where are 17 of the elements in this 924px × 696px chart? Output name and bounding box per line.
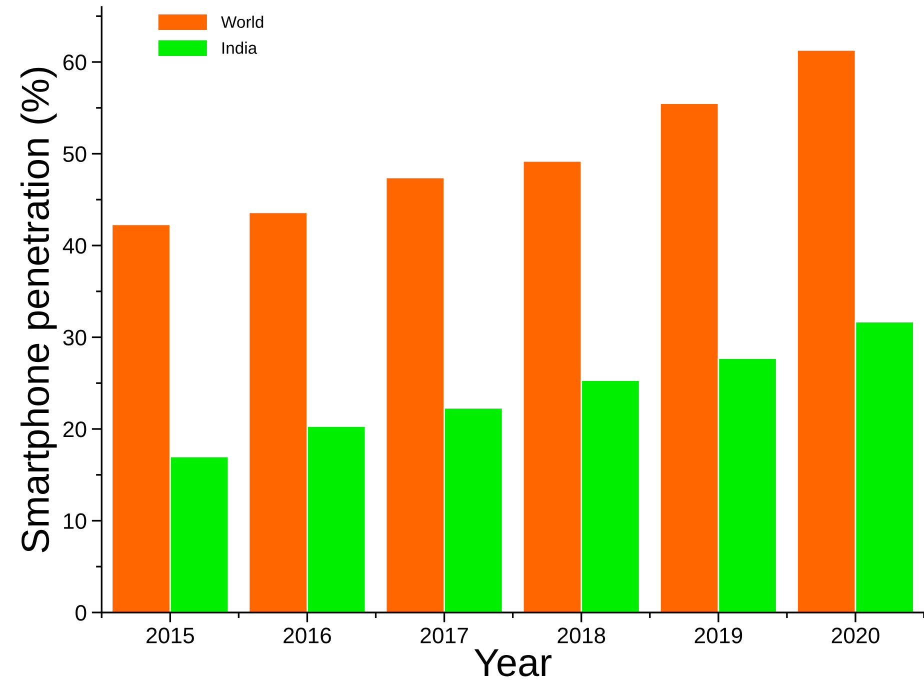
- y-tick-label: 40: [62, 238, 86, 254]
- y-axis-title: Smartphone penetration (%): [20, 68, 57, 552]
- x-tick-label: 2019: [694, 628, 742, 644]
- y-tick-label: 0: [76, 605, 86, 621]
- x-tick-label: 2016: [284, 628, 331, 644]
- legend-label: World: [221, 16, 264, 28]
- x-tick-label: 2015: [146, 628, 194, 644]
- y-tick-label: 60: [63, 54, 86, 70]
- x-tick-label: 2018: [558, 628, 606, 644]
- x-tick-label: 2020: [832, 628, 880, 644]
- y-tick-label: 20: [63, 422, 86, 438]
- y-tick-label: 10: [64, 513, 86, 530]
- x-axis-title: Year: [474, 649, 552, 676]
- x-tick-label: 2017: [420, 628, 468, 644]
- y-tick-label: 30: [63, 330, 86, 346]
- y-tick-label: 50: [63, 146, 86, 162]
- legend-label: India: [222, 42, 258, 54]
